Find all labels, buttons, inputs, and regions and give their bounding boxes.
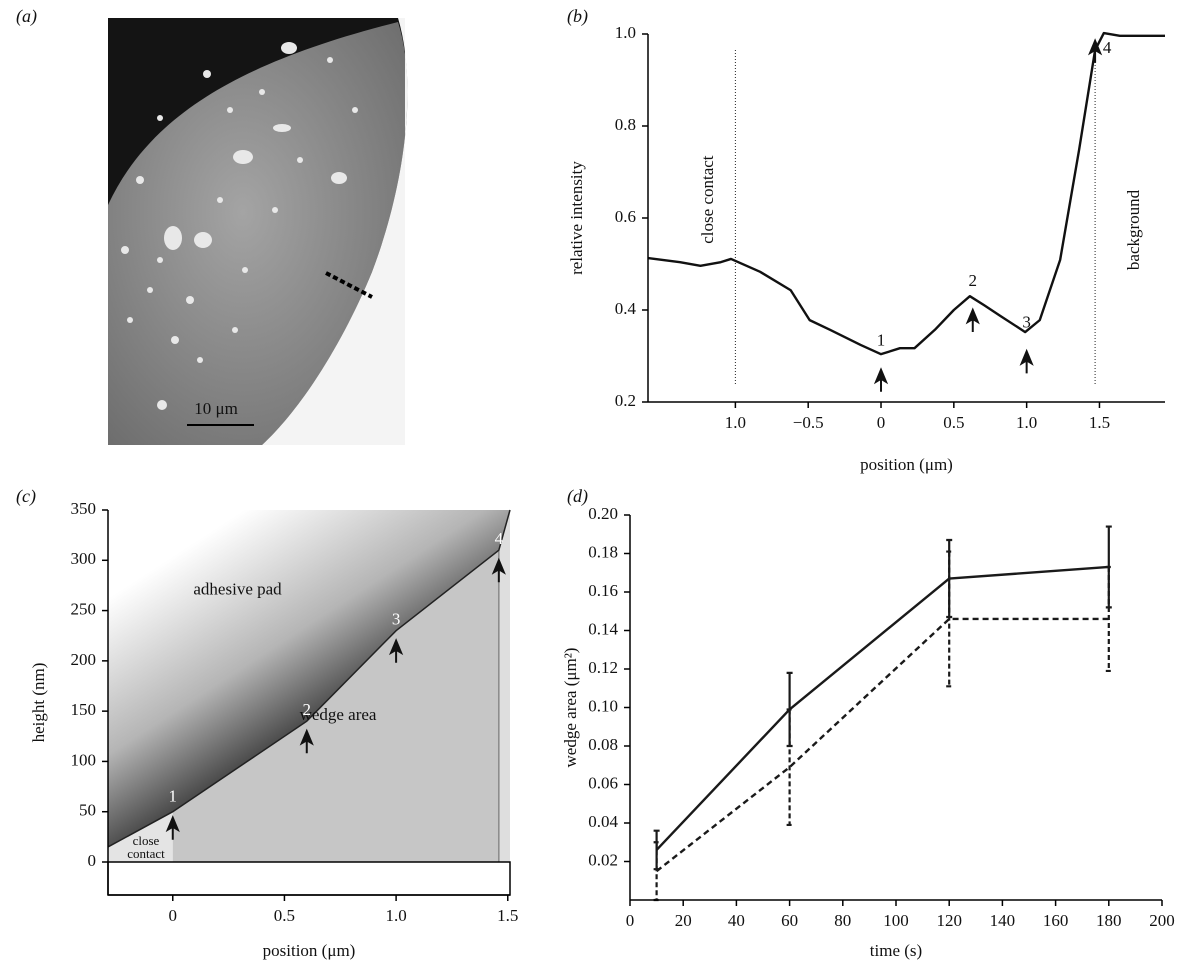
y-tick-label: 0.8 (615, 115, 636, 134)
y-tick-label: 0.20 (588, 504, 618, 523)
x-tick-label: 1.0 (385, 906, 406, 925)
y-axis-label: height (nm) (29, 663, 48, 743)
arrow (965, 307, 980, 332)
arrow-label: 2 (303, 700, 312, 719)
panel-label: (b) (567, 6, 588, 27)
panel-label: (c) (16, 486, 36, 507)
y-tick-label: 0.14 (588, 619, 618, 638)
error-bar (786, 708, 793, 827)
x-tick-label: 1.0 (1016, 413, 1037, 432)
x-tick-label: 20 (675, 911, 692, 930)
scale-bar-label: 10 μm (194, 399, 238, 418)
y-tick-label: 0.2 (615, 391, 636, 410)
y-tick-label: 0.18 (588, 542, 618, 561)
arrow (165, 815, 180, 840)
arrow-label: 2 (969, 271, 978, 290)
arrow-label: 3 (1022, 312, 1031, 331)
series-line (655, 565, 1109, 851)
annotation: adhesive pad (193, 579, 282, 598)
y-tick-label: 0.4 (615, 299, 637, 318)
y-tick-label: 0 (88, 851, 97, 870)
x-tick-label: 0 (877, 413, 886, 432)
panel-label: (d) (567, 486, 588, 507)
y-tick-label: 0.02 (588, 850, 618, 869)
pad-region (108, 510, 510, 847)
annotation: contact (127, 846, 165, 861)
arrow (1019, 348, 1034, 374)
x-tick-label: 160 (1043, 911, 1069, 930)
y-tick-label: 0.10 (588, 696, 618, 715)
series-line (647, 31, 1165, 356)
glass-region (262, 18, 408, 445)
series-line (655, 617, 1109, 873)
arrow (491, 557, 506, 583)
edge-region (498, 510, 510, 862)
substrate (107, 861, 511, 896)
error-bar (653, 841, 660, 902)
x-tick-label: −0.5 (793, 413, 824, 432)
profile-line (325, 271, 373, 299)
y-tick-label: 350 (71, 499, 97, 518)
arrow-label: 1 (877, 331, 886, 350)
y-tick-label: 200 (71, 650, 97, 669)
arrow (299, 728, 314, 754)
y-tick-label: 0.04 (588, 812, 618, 831)
arrow-label: 3 (392, 610, 401, 629)
y-axis-label: wedge area (μm²) (561, 648, 580, 768)
y-tick-label: 0.06 (588, 773, 618, 792)
x-tick-label: 60 (781, 911, 798, 930)
x-tick-label: 0.5 (943, 413, 964, 432)
y-tick-label: 0.6 (615, 207, 636, 226)
arrow (1088, 38, 1103, 63)
x-tick-label: 1.0 (725, 413, 746, 432)
annotation: close contact (698, 155, 717, 244)
close-contact-region (108, 811, 173, 862)
x-tick-label: 200 (1149, 911, 1175, 930)
x-tick-label: 0.5 (274, 906, 295, 925)
annotation: wedge area (300, 705, 377, 724)
pad-region (108, 22, 408, 445)
arrow (389, 638, 404, 663)
wedge-region (172, 550, 499, 862)
x-axis-label: time (s) (870, 941, 922, 960)
x-tick-label: 180 (1096, 911, 1122, 930)
arrow-label: 4 (495, 529, 504, 548)
arrow (873, 367, 889, 392)
error-bar (946, 550, 953, 688)
x-axis-label: position (μm) (860, 455, 953, 474)
panel-label: (a) (16, 6, 37, 27)
droplets (121, 42, 358, 410)
y-tick-label: 300 (71, 549, 97, 568)
y-tick-label: 0.12 (588, 658, 618, 677)
x-tick-label: 40 (728, 911, 745, 930)
arrow-label: 4 (1103, 38, 1112, 57)
y-axis-label: relative intensity (567, 161, 586, 275)
x-tick-label: 0 (169, 906, 178, 925)
micrograph: 10 μm (108, 18, 408, 445)
y-tick-label: 50 (79, 801, 96, 820)
y-tick-label: 1.0 (615, 23, 636, 42)
x-tick-label: 0 (626, 911, 635, 930)
y-tick-label: 0.16 (588, 581, 618, 600)
boundary-line (107, 509, 511, 848)
x-axis-label: position (μm) (263, 941, 356, 960)
annotation: close (133, 833, 160, 848)
y-tick-label: 250 (71, 599, 97, 618)
annotation: background (1124, 189, 1143, 270)
error-bar (1105, 565, 1112, 673)
y-tick-label: 150 (71, 700, 97, 719)
x-tick-label: 1.5 (497, 906, 518, 925)
x-tick-label: 80 (834, 911, 851, 930)
x-tick-label: 100 (883, 911, 909, 930)
error-bar (653, 829, 660, 871)
x-tick-label: 140 (990, 911, 1016, 930)
arrow-label: 1 (169, 787, 178, 806)
x-tick-label: 1.5 (1089, 413, 1110, 432)
y-tick-label: 0.08 (588, 735, 618, 754)
x-tick-label: 120 (936, 911, 962, 930)
y-tick-label: 100 (71, 750, 97, 769)
